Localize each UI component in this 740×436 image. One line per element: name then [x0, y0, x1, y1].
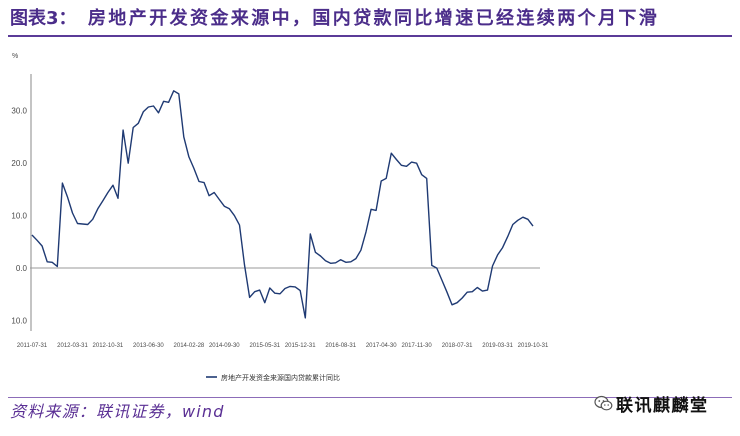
x-tick-label: 2014-02-28: [174, 343, 205, 349]
x-tick-label: 2013-06-30: [133, 343, 164, 349]
watermark: 联讯麒麟堂: [594, 392, 709, 416]
series-line: [31, 90, 534, 319]
y-tick-label: 10.0: [11, 317, 27, 326]
y-tick-label: 10.0: [11, 212, 27, 221]
x-tick-label: 2016-08-31: [325, 343, 356, 349]
chart-title: 房地产开发资金来源中，国内贷款同比增速已经连续两个月下滑: [88, 8, 660, 29]
x-tick-label: 2019-03-31: [482, 343, 513, 349]
footer-divider: [8, 397, 732, 398]
x-tick-label: 2011-07-31: [17, 343, 48, 349]
x-tick-label: 2014-09-30: [209, 343, 240, 349]
x-tick-label: 2019-10-31: [518, 343, 549, 349]
wechat-icon: [594, 395, 613, 410]
x-tick-label: 2018-07-31: [442, 343, 473, 349]
legend-label: 房地产开发资金来源国内贷款累计同比: [221, 373, 340, 382]
title-underline: [8, 35, 732, 37]
y-axis-unit-label: %: [12, 53, 18, 60]
x-tick-label: 2017-04-30: [366, 343, 397, 349]
x-tick-label: 2015-12-31: [285, 343, 316, 349]
figure-label: 图表3：: [10, 8, 77, 29]
x-tick-label: 2017-11-30: [401, 343, 432, 349]
y-tick-label: 20.0: [11, 159, 27, 168]
x-tick-label: 2012-03-31: [57, 343, 88, 349]
y-tick-label: 30.0: [11, 107, 27, 116]
y-tick-label: 0.0: [16, 264, 28, 273]
watermark-text: 联讯麒麟堂: [616, 395, 709, 416]
x-tick-label: 2015-05-31: [249, 343, 280, 349]
source-note: 资料来源：联讯证券，wind: [10, 402, 225, 421]
x-tick-label: 2012-10-31: [93, 343, 124, 349]
